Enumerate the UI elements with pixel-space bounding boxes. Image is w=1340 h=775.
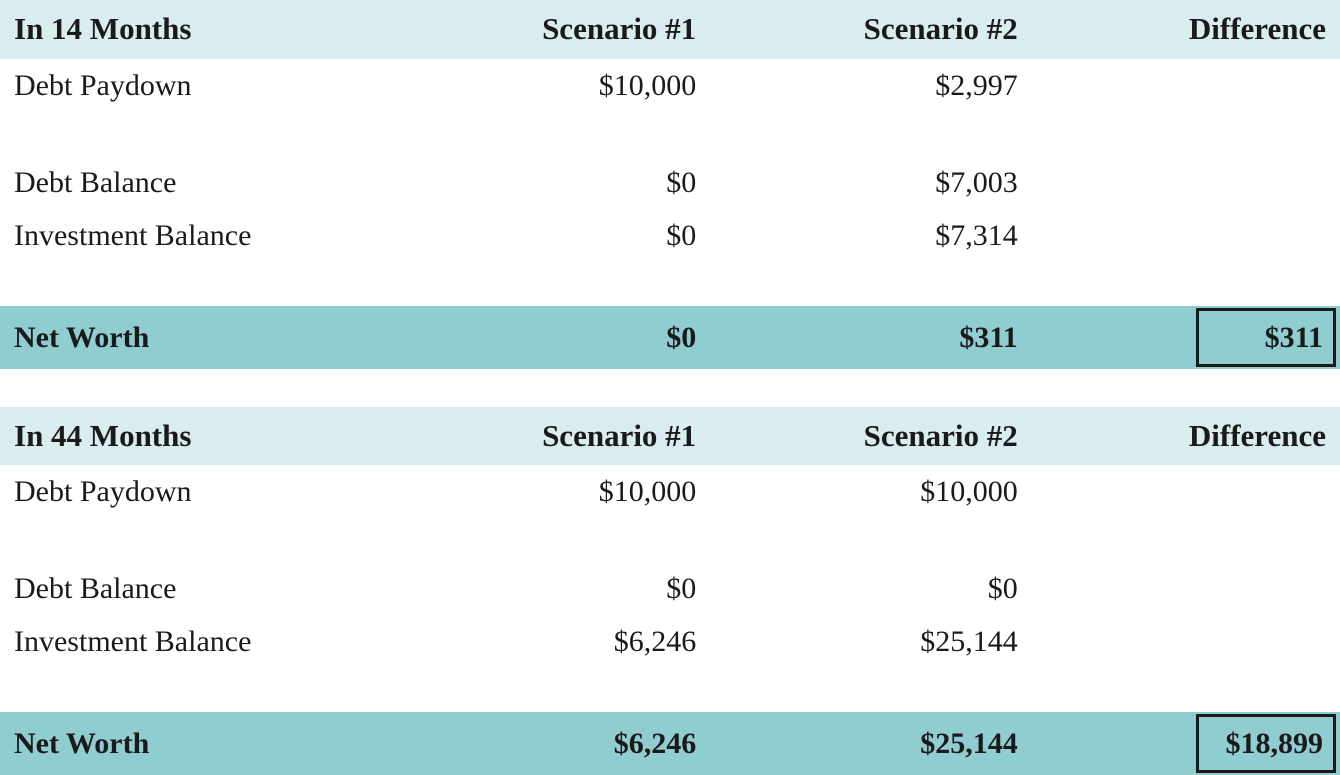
col-header-scenario2: Scenario #2 bbox=[710, 0, 1032, 59]
col-header-scenario2: Scenario #2 bbox=[710, 407, 1032, 466]
networth-row: Net Worth $6,246 $25,144 $18,899 bbox=[0, 712, 1340, 775]
cell-value: $25,144 bbox=[710, 615, 1032, 668]
cell-value: $0 bbox=[402, 562, 710, 615]
cell-value: $2,997 bbox=[710, 59, 1032, 112]
cell-value: $0 bbox=[710, 562, 1032, 615]
cell-value: $0 bbox=[402, 156, 710, 209]
col-header-scenario1: Scenario #1 bbox=[402, 407, 710, 466]
col-header-difference: Difference bbox=[1032, 0, 1340, 59]
section-title: In 14 Months bbox=[0, 0, 402, 59]
cell-value: $7,003 bbox=[710, 156, 1032, 209]
cell-diff: $311 bbox=[1032, 306, 1340, 369]
cell-value bbox=[1032, 615, 1340, 668]
table-row: Debt Balance $0 $7,003 bbox=[0, 156, 1340, 209]
cell-value: $10,000 bbox=[710, 465, 1032, 518]
cell-value bbox=[1032, 562, 1340, 615]
table-row: Debt Paydown $10,000 $10,000 bbox=[0, 465, 1340, 518]
table-row: Investment Balance $0 $7,314 bbox=[0, 209, 1340, 262]
col-header-difference: Difference bbox=[1032, 407, 1340, 466]
spacer-row bbox=[0, 518, 1340, 562]
table-row: Investment Balance $6,246 $25,144 bbox=[0, 615, 1340, 668]
cell-value bbox=[1032, 209, 1340, 262]
section-header-row: In 14 Months Scenario #1 Scenario #2 Dif… bbox=[0, 0, 1340, 59]
cell-value: $6,246 bbox=[402, 615, 710, 668]
section-header-row: In 44 Months Scenario #1 Scenario #2 Dif… bbox=[0, 407, 1340, 466]
cell-value: $0 bbox=[402, 306, 710, 369]
cell-value: $7,314 bbox=[710, 209, 1032, 262]
spacer-row bbox=[0, 668, 1340, 712]
row-label: Investment Balance bbox=[0, 209, 402, 262]
col-header-scenario1: Scenario #1 bbox=[402, 0, 710, 59]
section-title: In 44 Months bbox=[0, 407, 402, 466]
row-label: Debt Paydown bbox=[0, 465, 402, 518]
comparison-tables: In 14 Months Scenario #1 Scenario #2 Dif… bbox=[0, 0, 1340, 775]
spacer-row bbox=[0, 262, 1340, 306]
difference-box: $18,899 bbox=[1196, 714, 1336, 773]
difference-box: $311 bbox=[1196, 308, 1336, 367]
row-label: Net Worth bbox=[0, 712, 402, 775]
spacer-row bbox=[0, 112, 1340, 156]
table-row: Debt Paydown $10,000 $2,997 bbox=[0, 59, 1340, 112]
row-label: Debt Balance bbox=[0, 156, 402, 209]
cell-value: $311 bbox=[710, 306, 1032, 369]
cell-value: $0 bbox=[402, 209, 710, 262]
cell-value: $25,144 bbox=[710, 712, 1032, 775]
section-gap bbox=[0, 369, 1340, 407]
row-label: Investment Balance bbox=[0, 615, 402, 668]
row-label: Debt Paydown bbox=[0, 59, 402, 112]
networth-row: Net Worth $0 $311 $311 bbox=[0, 306, 1340, 369]
row-label: Debt Balance bbox=[0, 562, 402, 615]
scenario-table: In 14 Months Scenario #1 Scenario #2 Dif… bbox=[0, 0, 1340, 775]
cell-value bbox=[1032, 156, 1340, 209]
table-row: Debt Balance $0 $0 bbox=[0, 562, 1340, 615]
cell-value bbox=[1032, 465, 1340, 518]
cell-value: $10,000 bbox=[402, 59, 710, 112]
cell-value bbox=[1032, 59, 1340, 112]
row-label: Net Worth bbox=[0, 306, 402, 369]
cell-value: $6,246 bbox=[402, 712, 710, 775]
cell-diff: $18,899 bbox=[1032, 712, 1340, 775]
cell-value: $10,000 bbox=[402, 465, 710, 518]
